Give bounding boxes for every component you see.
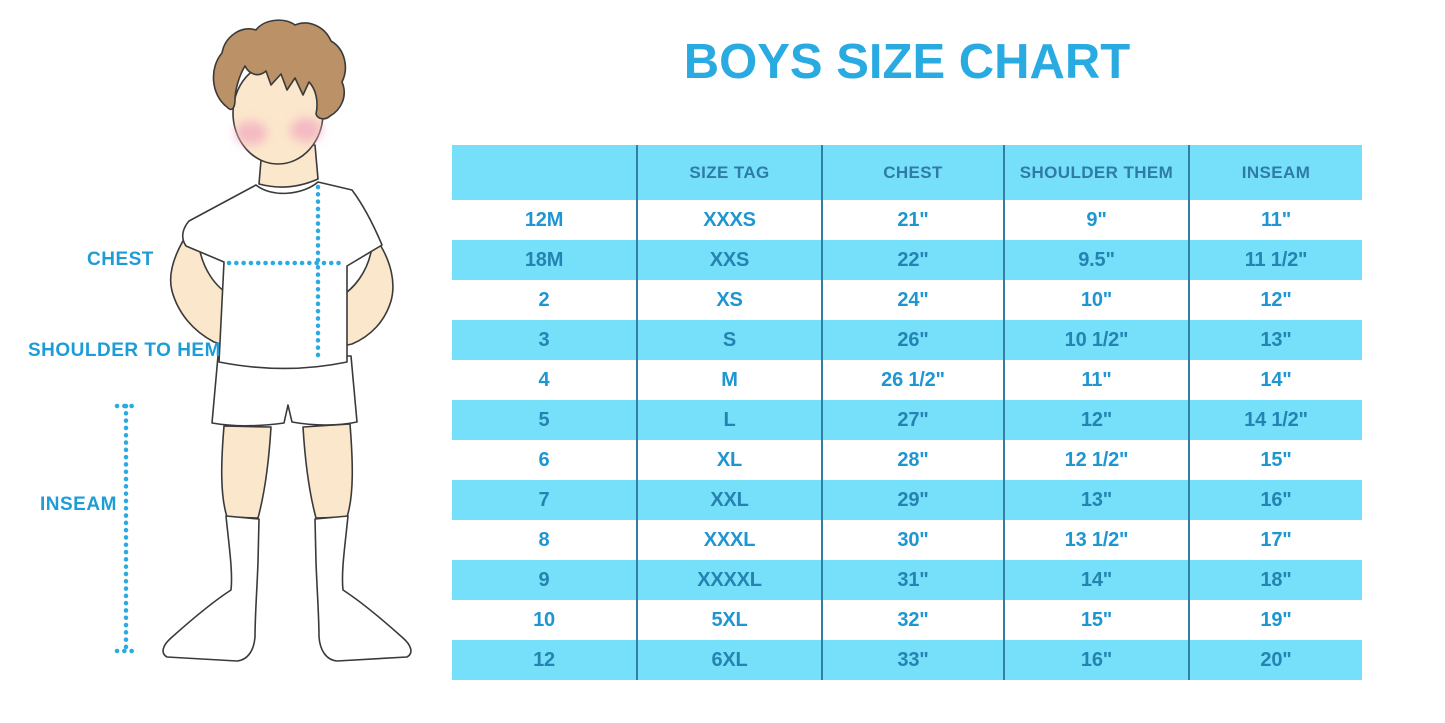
cell-inseam: 14 1/2" xyxy=(1188,400,1362,440)
cell-shoulder: 15" xyxy=(1003,600,1189,640)
cell-inseam: 20" xyxy=(1188,640,1362,680)
cell-chest: 30" xyxy=(821,520,1004,560)
cell-size: 3 xyxy=(538,328,550,351)
boy-right-leg xyxy=(302,423,354,519)
cell-shoulder: 13" xyxy=(1003,480,1189,520)
cell-shoulder: 16" xyxy=(1003,640,1189,680)
cell-chest: 33" xyxy=(821,640,1004,680)
cell-size: 4 xyxy=(538,368,550,391)
cell-inseam: 18" xyxy=(1188,560,1362,600)
cell-shoulder: 14" xyxy=(1003,560,1189,600)
table-row: 5 L 27" 12" 14 1/2" xyxy=(452,400,1362,440)
cell-size: 10 xyxy=(533,608,555,631)
cell-chest: 26" xyxy=(821,320,1004,360)
cell-size: 18M xyxy=(524,248,564,271)
cell-chest: 32" xyxy=(821,600,1004,640)
cell-size-tag: L xyxy=(636,400,822,440)
header-size-tag: SIZE TAG xyxy=(636,145,822,200)
cell-inseam: 12" xyxy=(1188,280,1362,320)
boy-left-arm xyxy=(169,227,234,348)
cell-size-tag: XS xyxy=(636,280,822,320)
chest-label: CHEST xyxy=(87,249,154,270)
boy-left-leg xyxy=(220,425,272,519)
cell-inseam: 16" xyxy=(1188,480,1362,520)
boy-shirt xyxy=(181,181,383,370)
table-row: 2 XS 24" 10" 12" xyxy=(452,280,1362,320)
cell-inseam: 14" xyxy=(1188,360,1362,400)
cell-size-tag: XXXS xyxy=(636,200,822,240)
cell-inseam: 11 1/2" xyxy=(1188,240,1362,280)
cell-chest: 26 1/2" xyxy=(821,360,1004,400)
cell-size-tag: XXS xyxy=(636,240,822,280)
cell-size: 2 xyxy=(538,288,550,311)
cell-size: 6 xyxy=(538,448,550,471)
table-row: 18M XXS 22" 9.5" 11 1/2" xyxy=(452,240,1362,280)
cell-chest: 31" xyxy=(821,560,1004,600)
cell-size: 12 xyxy=(533,648,555,671)
table-row: 7 XXL 29" 13" 16" xyxy=(452,480,1362,520)
inseam-label: INSEAM xyxy=(40,494,117,515)
cell-shoulder: 9.5" xyxy=(1003,240,1189,280)
table-row: 9 XXXXL 31" 14" 18" xyxy=(452,560,1362,600)
cell-size-tag: 6XL xyxy=(636,640,822,680)
cell-chest: 24" xyxy=(821,280,1004,320)
cell-size-tag: S xyxy=(636,320,822,360)
cell-inseam: 19" xyxy=(1188,600,1362,640)
cell-size-tag: XL xyxy=(636,440,822,480)
boy-hair xyxy=(212,19,347,120)
cell-size-tag: 5XL xyxy=(636,600,822,640)
boy-right-sock xyxy=(314,515,412,662)
cell-size: 8 xyxy=(538,528,550,551)
cell-inseam: 11" xyxy=(1188,200,1362,240)
table-row: 10 5XL 32" 15" 19" xyxy=(452,600,1362,640)
shoulder-to-hem-label: SHOULDER TO HEM xyxy=(28,340,221,361)
table-row: 8 XXXL 30" 13 1/2" 17" xyxy=(452,520,1362,560)
size-table: SIZE TAG CHEST SHOULDER THEM INSEAM 12M … xyxy=(452,145,1362,680)
cell-size-tag: XXL xyxy=(636,480,822,520)
cell-inseam: 17" xyxy=(1188,520,1362,560)
size-table-container: SIZE TAG CHEST SHOULDER THEM INSEAM 12M … xyxy=(452,145,1362,680)
table-row: 4 M 26 1/2" 11" 14" xyxy=(452,360,1362,400)
table-row: 6 XL 28" 12 1/2" 15" xyxy=(452,440,1362,480)
cell-shoulder: 13 1/2" xyxy=(1003,520,1189,560)
header-shoulder-them: SHOULDER THEM xyxy=(1003,145,1189,200)
cell-size-tag: M xyxy=(636,360,822,400)
table-header-row: SIZE TAG CHEST SHOULDER THEM INSEAM xyxy=(452,145,1362,200)
cell-shoulder: 10 1/2" xyxy=(1003,320,1189,360)
header-size xyxy=(452,145,637,200)
cell-size-tag: XXXXL xyxy=(636,560,822,600)
cell-chest: 28" xyxy=(821,440,1004,480)
cell-shoulder: 11" xyxy=(1003,360,1189,400)
cell-shoulder: 12" xyxy=(1003,400,1189,440)
cell-size-tag: XXXL xyxy=(636,520,822,560)
table-row: 3 S 26" 10 1/2" 13" xyxy=(452,320,1362,360)
cell-chest: 29" xyxy=(821,480,1004,520)
cell-size: 7 xyxy=(538,488,550,511)
cell-chest: 27" xyxy=(821,400,1004,440)
cell-inseam: 15" xyxy=(1188,440,1362,480)
cell-shoulder: 12 1/2" xyxy=(1003,440,1189,480)
cell-shoulder: 10" xyxy=(1003,280,1189,320)
cell-shoulder: 9" xyxy=(1003,200,1189,240)
boy-right-arm xyxy=(337,242,394,348)
measurement-dotted-lines xyxy=(114,184,347,654)
boy-left-sock xyxy=(162,515,260,662)
cell-chest: 21" xyxy=(821,200,1004,240)
cell-size: 12M xyxy=(524,208,564,231)
cell-inseam: 13" xyxy=(1188,320,1362,360)
table-row: 12 6XL 33" 16" 20" xyxy=(452,640,1362,680)
boy-shorts xyxy=(211,355,358,427)
boy-cheeks xyxy=(235,118,322,145)
table-row: 12M XXXS 21" 9" 11" xyxy=(452,200,1362,240)
header-chest: CHEST xyxy=(821,145,1004,200)
cell-size: 5 xyxy=(538,408,550,431)
cell-chest: 22" xyxy=(821,240,1004,280)
cell-size: 9 xyxy=(538,568,550,591)
header-inseam: INSEAM xyxy=(1188,145,1362,200)
boy-illustration xyxy=(114,19,412,662)
page-title: BOYS SIZE CHART xyxy=(683,35,1131,89)
